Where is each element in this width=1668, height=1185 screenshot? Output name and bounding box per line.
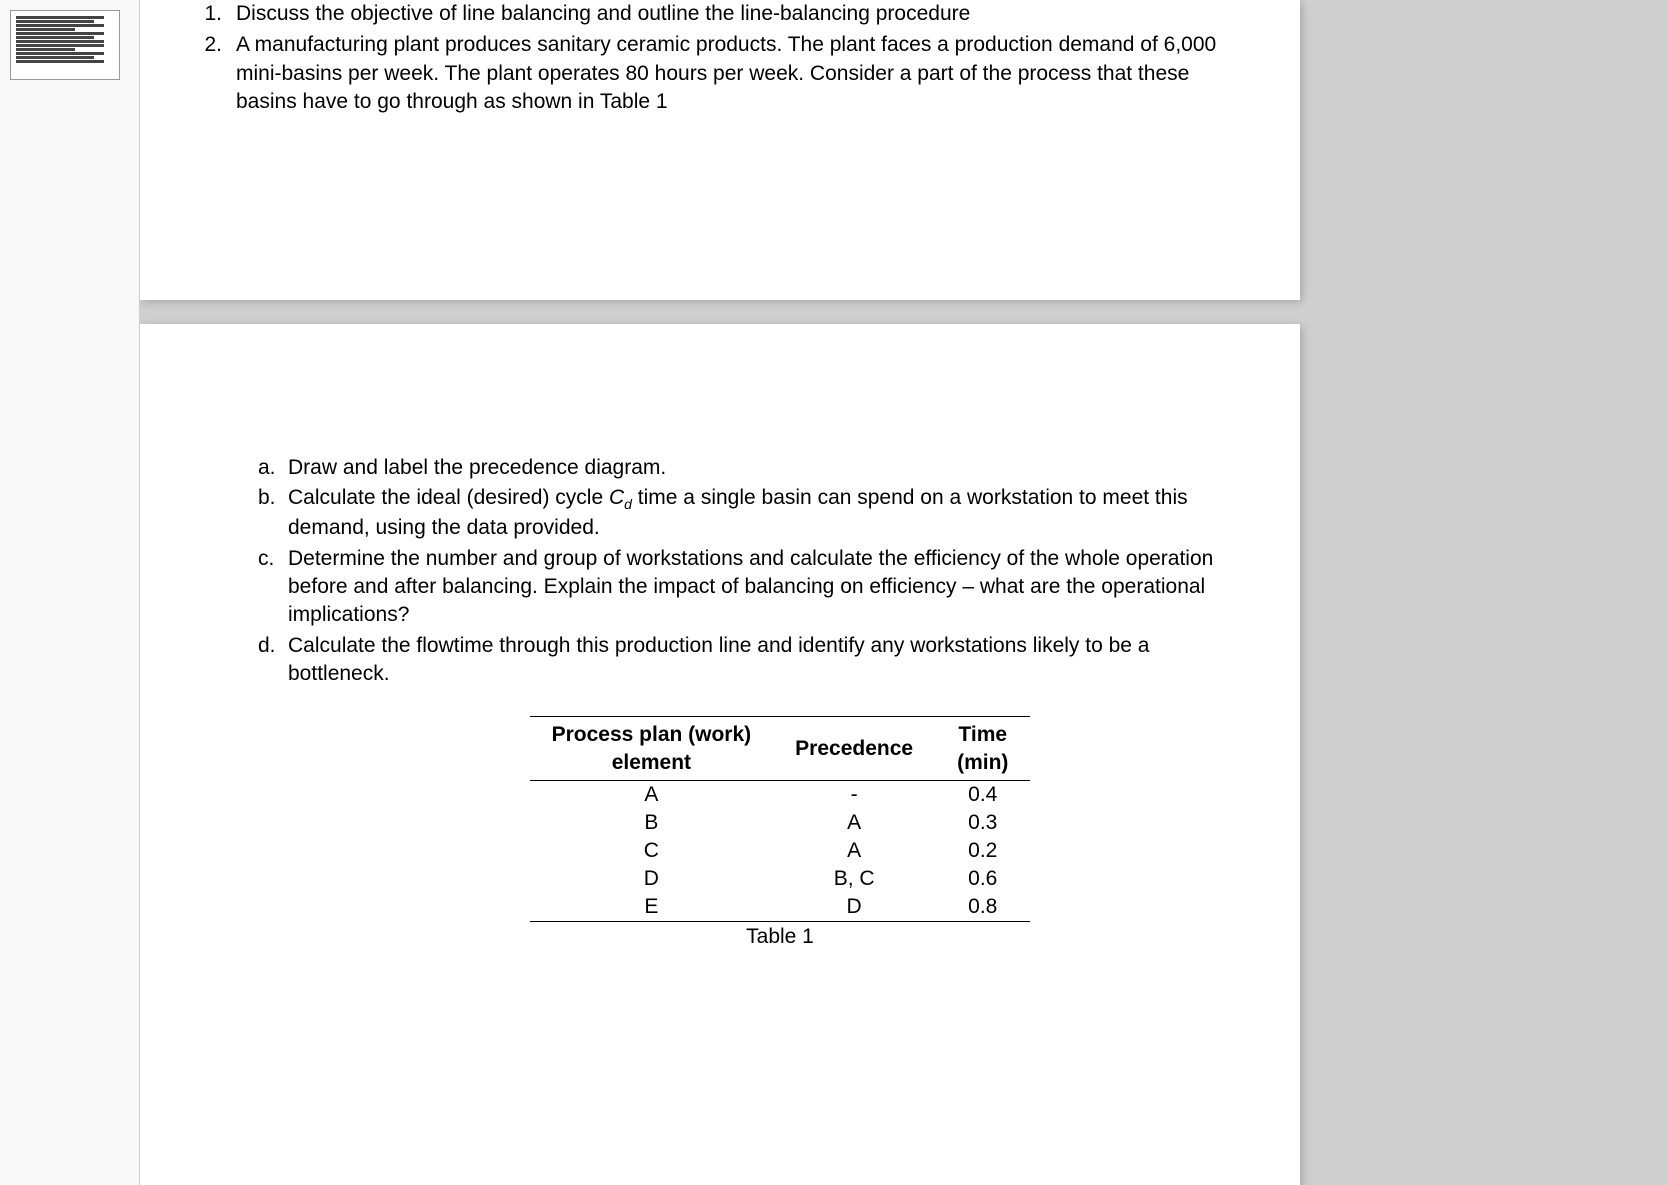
col-header-precedence: Precedence (773, 717, 935, 781)
question-1: 1. Discuss the objective of line balanci… (200, 0, 1240, 28)
question-2: 2. A manufacturing plant produces sanita… (200, 31, 1240, 116)
subpart-text: Determine the number and group of workst… (288, 545, 1240, 630)
subpart-letter: a. (258, 454, 288, 482)
subpart-a: a. Draw and label the precedence diagram… (258, 454, 1240, 482)
col-header-element: Process plan (work) element (530, 717, 774, 781)
cell-element: A (530, 781, 774, 810)
thumbnail-panel (0, 0, 140, 1185)
cell-time: 0.6 (935, 865, 1030, 893)
cell-precedence: D (773, 893, 935, 922)
cell-time: 0.4 (935, 781, 1030, 810)
cell-element: C (530, 837, 774, 865)
subpart-c: c. Determine the number and group of wor… (258, 545, 1240, 630)
main-content: 1. Discuss the objective of line balanci… (140, 0, 1668, 1185)
table-row: C A 0.2 (530, 837, 1031, 865)
subpart-text: Calculate the ideal (desired) cycle Cd t… (288, 484, 1240, 542)
table-row: E D 0.8 (530, 893, 1031, 922)
subpart-letter: b. (258, 484, 288, 542)
cell-precedence: - (773, 781, 935, 810)
cell-time: 0.8 (935, 893, 1030, 922)
cell-element: B (530, 809, 774, 837)
question-list: 1. Discuss the objective of line balanci… (200, 0, 1240, 116)
subpart-letter: d. (258, 632, 288, 689)
question-number: 2. (200, 31, 236, 116)
cycle-subscript: d (624, 497, 632, 513)
subpart-text: Calculate the flowtime through this prod… (288, 632, 1240, 689)
subpart-b: b. Calculate the ideal (desired) cycle C… (258, 484, 1240, 542)
table-row: A - 0.4 (530, 781, 1031, 810)
document-page-2: a. Draw and label the precedence diagram… (140, 324, 1300, 1185)
subpart-d: d. Calculate the flowtime through this p… (258, 632, 1240, 689)
cell-time: 0.2 (935, 837, 1030, 865)
cycle-symbol: C (609, 486, 624, 509)
cell-precedence: A (773, 837, 935, 865)
table-container: Process plan (work) element Precedence T… (200, 716, 1240, 949)
col-header-time: Time (min) (935, 717, 1030, 781)
cell-time: 0.3 (935, 809, 1030, 837)
page-thumbnail[interactable] (10, 10, 120, 80)
table-row: D B, C 0.6 (530, 865, 1031, 893)
precedence-table: Process plan (work) element Precedence T… (530, 716, 1031, 922)
table-row: B A 0.3 (530, 809, 1031, 837)
subpart-list: a. Draw and label the precedence diagram… (200, 454, 1240, 688)
cell-precedence: A (773, 809, 935, 837)
question-text: Discuss the objective of line balancing … (236, 0, 1240, 28)
table-caption: Table 1 (746, 925, 814, 949)
table-body: A - 0.4 B A 0.3 C A 0.2 (530, 781, 1031, 922)
question-text: A manufacturing plant produces sanitary … (236, 31, 1240, 116)
question-number: 1. (200, 0, 236, 28)
subpart-text: Draw and label the precedence diagram. (288, 454, 1240, 482)
subpart-letter: c. (258, 545, 288, 630)
cell-precedence: B, C (773, 865, 935, 893)
cell-element: E (530, 893, 774, 922)
document-page-1: 1. Discuss the objective of line balanci… (140, 0, 1300, 300)
page-wrapper: 1. Discuss the objective of line balanci… (0, 0, 1668, 1185)
cell-element: D (530, 865, 774, 893)
table-header-row: Process plan (work) element Precedence T… (530, 717, 1031, 781)
